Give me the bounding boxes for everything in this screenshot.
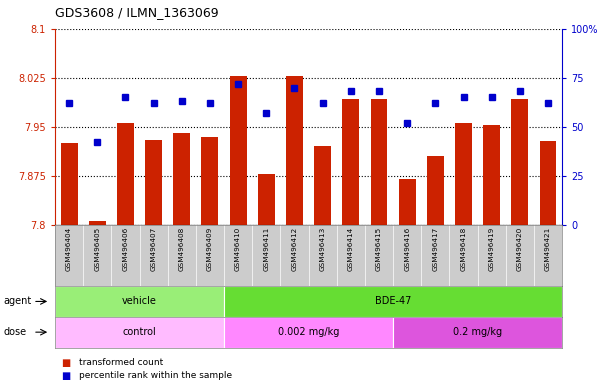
Text: GSM496417: GSM496417 [433, 227, 438, 271]
Bar [258, 174, 275, 225]
Text: GSM496405: GSM496405 [94, 227, 100, 271]
Text: GSM496414: GSM496414 [348, 227, 354, 271]
Bar [370, 99, 387, 225]
Text: GSM496419: GSM496419 [489, 227, 495, 271]
Text: 0.2 mg/kg: 0.2 mg/kg [453, 327, 502, 337]
Text: GDS3608 / ILMN_1363069: GDS3608 / ILMN_1363069 [55, 6, 219, 19]
Text: 0.002 mg/kg: 0.002 mg/kg [278, 327, 339, 337]
Bar [314, 146, 331, 225]
Text: vehicle: vehicle [122, 296, 157, 306]
Text: GSM496418: GSM496418 [461, 227, 467, 271]
Bar [540, 141, 557, 225]
Bar [202, 137, 218, 225]
Bar [224, 286, 562, 317]
Text: GSM496413: GSM496413 [320, 227, 326, 271]
Bar [230, 76, 247, 225]
Text: GSM496416: GSM496416 [404, 227, 410, 271]
Bar [455, 124, 472, 225]
Text: GSM496415: GSM496415 [376, 227, 382, 271]
Text: GSM496409: GSM496409 [207, 227, 213, 271]
Bar [286, 76, 303, 225]
Text: GSM496407: GSM496407 [150, 227, 156, 271]
Text: ■: ■ [61, 371, 70, 381]
Bar [55, 317, 224, 348]
Bar [145, 140, 162, 225]
Bar [55, 286, 224, 317]
Bar [117, 124, 134, 225]
Text: GSM496420: GSM496420 [517, 227, 523, 271]
Bar [427, 156, 444, 225]
Text: dose: dose [3, 327, 26, 337]
Text: GSM496404: GSM496404 [66, 227, 72, 271]
Bar [89, 222, 106, 225]
Text: GSM496410: GSM496410 [235, 227, 241, 271]
Bar [60, 143, 78, 225]
Text: GSM496411: GSM496411 [263, 227, 269, 271]
Text: BDE-47: BDE-47 [375, 296, 411, 306]
Text: control: control [123, 327, 156, 337]
Text: transformed count: transformed count [79, 358, 164, 367]
Bar [393, 317, 562, 348]
Bar [399, 179, 415, 225]
Text: GSM496421: GSM496421 [545, 227, 551, 271]
Text: percentile rank within the sample: percentile rank within the sample [79, 371, 233, 380]
Text: ■: ■ [61, 358, 70, 368]
Text: GSM496406: GSM496406 [122, 227, 128, 271]
Text: GSM496408: GSM496408 [179, 227, 185, 271]
Bar [224, 317, 393, 348]
Bar [342, 99, 359, 225]
Bar [511, 99, 529, 225]
Bar [483, 125, 500, 225]
Text: GSM496412: GSM496412 [291, 227, 298, 271]
Bar [174, 133, 190, 225]
Text: agent: agent [3, 296, 31, 306]
